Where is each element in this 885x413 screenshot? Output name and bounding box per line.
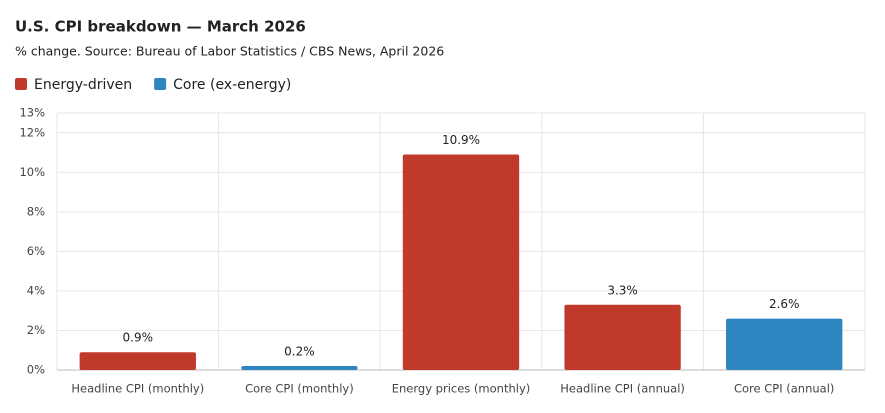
value-label: 0.9%: [123, 331, 154, 345]
bar: [564, 304, 681, 370]
y-tick-label: 0%: [27, 363, 45, 377]
y-tick-label: 6%: [27, 244, 45, 258]
value-label: 10.9%: [442, 133, 480, 147]
value-label: 0.2%: [284, 345, 315, 359]
bar: [402, 154, 520, 370]
y-tick-label: 4%: [27, 283, 45, 297]
y-tick-label: 13%: [19, 106, 45, 120]
legend-label: Energy-driven: [34, 77, 132, 93]
x-tick-label: Core CPI (monthly): [245, 382, 354, 396]
x-tick-label: Energy prices (monthly): [392, 382, 530, 396]
bar: [79, 352, 196, 370]
y-tick-label: 2%: [27, 323, 45, 337]
legend-swatch: [154, 78, 167, 90]
chart-subtitle: % change. Source: Bureau of Labor Statis…: [15, 44, 444, 59]
x-tick-label: Headline CPI (monthly): [71, 382, 204, 396]
bar: [726, 318, 843, 370]
legend-swatch: [15, 78, 27, 90]
chart-title: U.S. CPI breakdown — March 2026: [15, 18, 306, 36]
y-tick-label: 12%: [19, 125, 45, 139]
value-label: 3.3%: [607, 283, 638, 297]
legend-label: Core (ex-energy): [173, 77, 291, 93]
x-tick-label: Headline CPI (annual): [560, 382, 685, 396]
y-tick-label: 10%: [19, 165, 45, 179]
x-tick-label: Core CPI (annual): [734, 382, 834, 396]
bar: [241, 366, 358, 370]
y-tick-label: 8%: [27, 204, 45, 218]
value-label: 2.6%: [769, 297, 800, 311]
